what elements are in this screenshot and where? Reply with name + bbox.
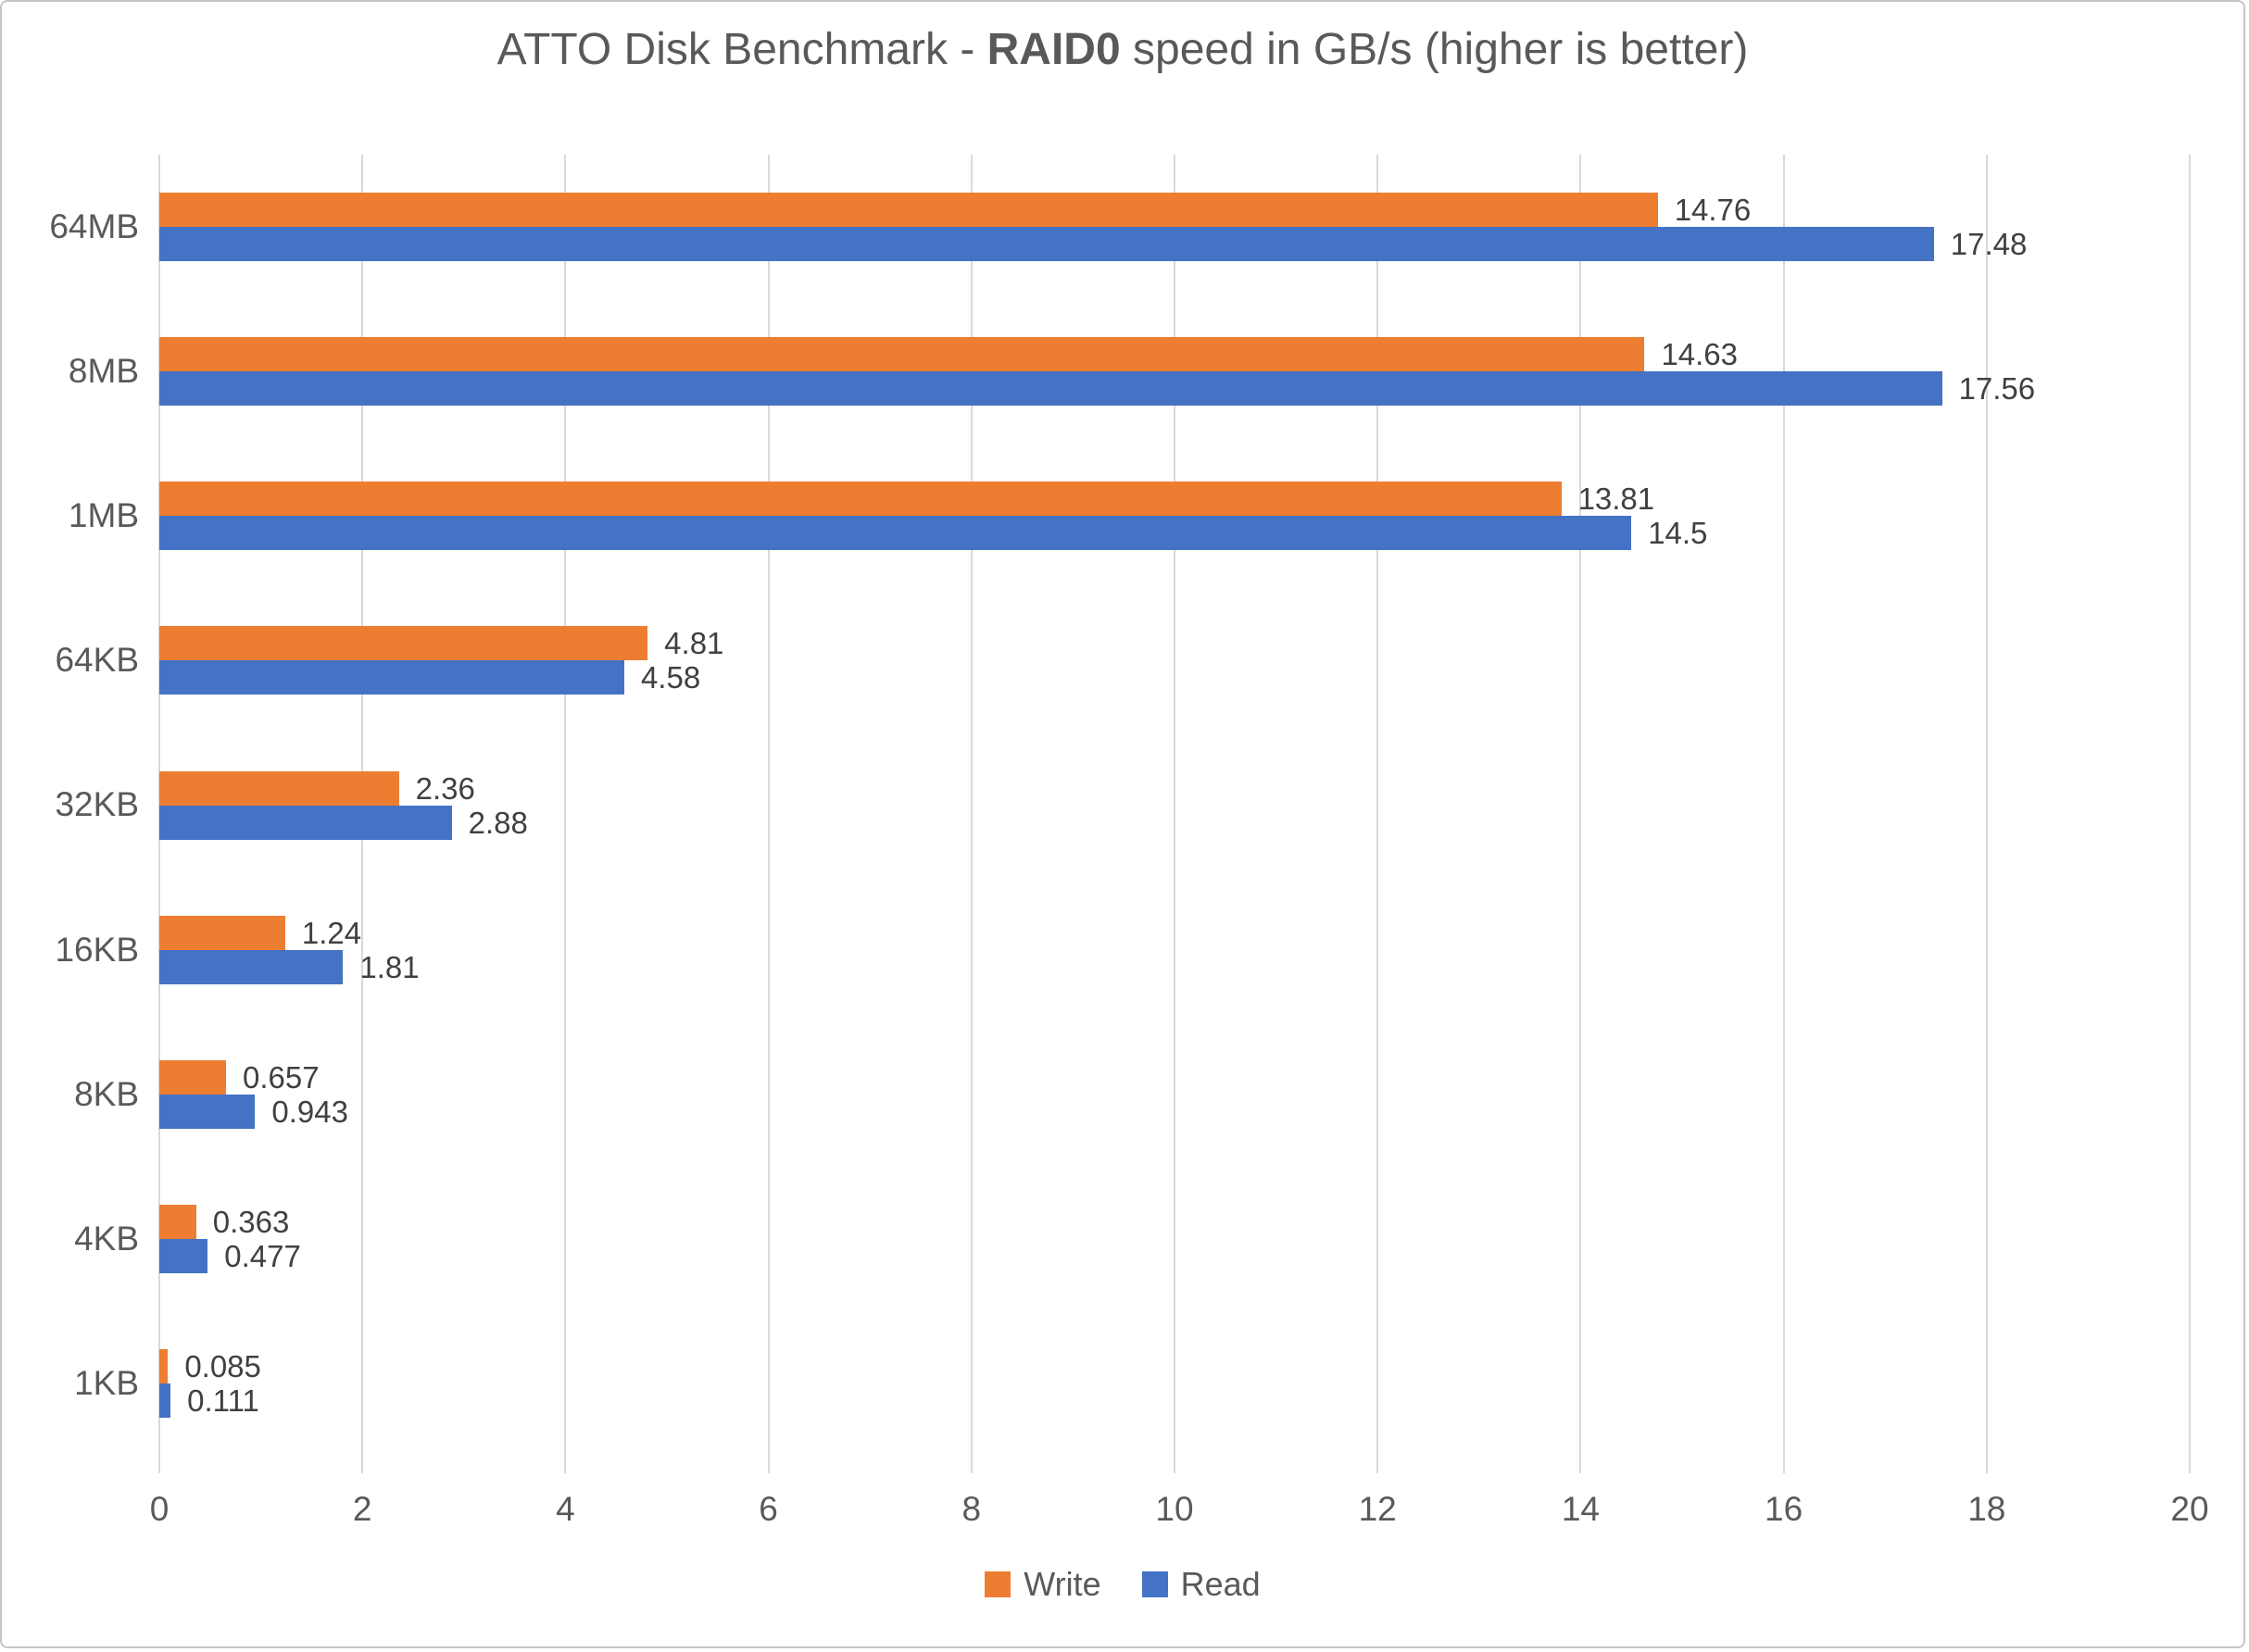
chart-title-suffix: speed in GB/s (higher is better) [1120, 25, 1749, 74]
bar-read-32kb [159, 805, 452, 840]
category-label-64kb: 64KB [55, 641, 139, 680]
gridline-x-16 [1782, 155, 1785, 1473]
bar-write-1kb [159, 1348, 169, 1383]
data-label-write-1mb: 13.81 [1577, 482, 1655, 517]
bar-read-16kb [159, 949, 344, 984]
legend-swatch-write [985, 1571, 1011, 1597]
category-label-1kb: 1KB [74, 1363, 139, 1402]
legend-item-write: Write [985, 1565, 1101, 1604]
legend: Write Read [2, 1565, 2243, 1604]
bar-write-1mb [159, 482, 1562, 517]
bar-write-16kb [159, 915, 285, 950]
bar-write-8mb [159, 337, 1645, 372]
x-tick-label-4: 4 [556, 1490, 575, 1528]
data-label-read-4kb: 0.477 [224, 1238, 301, 1273]
data-label-read-8mb: 17.56 [1958, 371, 2036, 407]
bar-read-8mb [159, 371, 1942, 407]
x-tick-label-12: 12 [1358, 1490, 1397, 1528]
data-label-read-64kb: 4.58 [640, 660, 701, 695]
category-label-1mb: 1MB [68, 496, 139, 535]
data-label-read-8kb: 0.943 [271, 1094, 348, 1129]
gridline-x-20 [2189, 155, 2191, 1473]
chart-title-prefix: ATTO Disk Benchmark - [496, 25, 987, 74]
data-label-read-64mb: 17.48 [1950, 227, 2028, 262]
bar-write-4kb [159, 1204, 196, 1239]
x-tick-label-2: 2 [352, 1490, 372, 1528]
bar-write-64mb [159, 193, 1658, 228]
legend-item-read: Read [1141, 1565, 1261, 1604]
bar-read-4kb [159, 1238, 208, 1273]
chart-title-bold-raid0: RAID0 [986, 25, 1121, 74]
category-label-32kb: 32KB [55, 785, 139, 824]
gridline-x-12 [1376, 155, 1379, 1473]
legend-swatch-read [1141, 1571, 1168, 1597]
legend-label-write: Write [1024, 1565, 1101, 1603]
gridline-x-10 [1174, 155, 1175, 1473]
data-label-write-16kb: 1.24 [301, 915, 362, 950]
data-label-read-1kb: 0.111 [187, 1383, 259, 1418]
x-tick-label-10: 10 [1155, 1490, 1194, 1528]
bar-write-8kb [159, 1059, 226, 1095]
legend-label-read: Read [1180, 1565, 1261, 1603]
gridline-x-14 [1579, 155, 1582, 1473]
category-label-4kb: 4KB [74, 1219, 139, 1258]
bar-read-64mb [159, 227, 1934, 262]
gridline-x-18 [1985, 155, 1988, 1473]
data-label-write-64mb: 14.76 [1674, 193, 1752, 228]
gridline-x-4 [564, 155, 567, 1473]
bar-write-32kb [159, 770, 399, 806]
data-label-write-64kb: 4.81 [664, 626, 724, 661]
x-tick-label-18: 18 [1967, 1490, 2006, 1528]
data-label-read-32kb: 2.88 [468, 805, 528, 840]
data-label-write-8kb: 0.657 [243, 1059, 320, 1095]
x-tick-label-8: 8 [961, 1490, 982, 1528]
data-label-write-8mb: 14.63 [1661, 337, 1739, 372]
x-tick-label-14: 14 [1561, 1490, 1600, 1528]
plot-area: 0 2 4 6 8 10 12 14 16 18 20 64MB 14.76 17.48 8MB 14.63 1… [49, 155, 2209, 1528]
x-tick-label-0: 0 [149, 1490, 170, 1528]
bar-write-64kb [159, 626, 648, 661]
category-label-8kb: 8KB [74, 1074, 139, 1113]
gridline-x-6 [767, 155, 770, 1473]
data-label-read-16kb: 1.81 [359, 949, 420, 984]
bar-read-1mb [159, 516, 1632, 551]
chart-title: ATTO Disk Benchmark - RAID0 speed in GB/… [2, 24, 2243, 75]
x-tick-label-6: 6 [759, 1490, 778, 1528]
data-label-write-32kb: 2.36 [415, 770, 475, 806]
bar-read-1kb [159, 1383, 171, 1418]
category-label-64mb: 64MB [49, 207, 139, 246]
bar-read-8kb [159, 1094, 256, 1129]
data-label-write-4kb: 0.363 [212, 1204, 290, 1239]
category-label-8mb: 8MB [68, 352, 139, 391]
bar-read-64kb [159, 660, 624, 695]
x-tick-label-16: 16 [1765, 1490, 1803, 1528]
gridline-x-8 [970, 155, 973, 1473]
category-label-16kb: 16KB [55, 930, 139, 969]
data-label-write-1kb: 0.085 [184, 1348, 261, 1383]
x-tick-label-20: 20 [2170, 1490, 2209, 1528]
data-label-read-1mb: 14.5 [1648, 516, 1708, 551]
